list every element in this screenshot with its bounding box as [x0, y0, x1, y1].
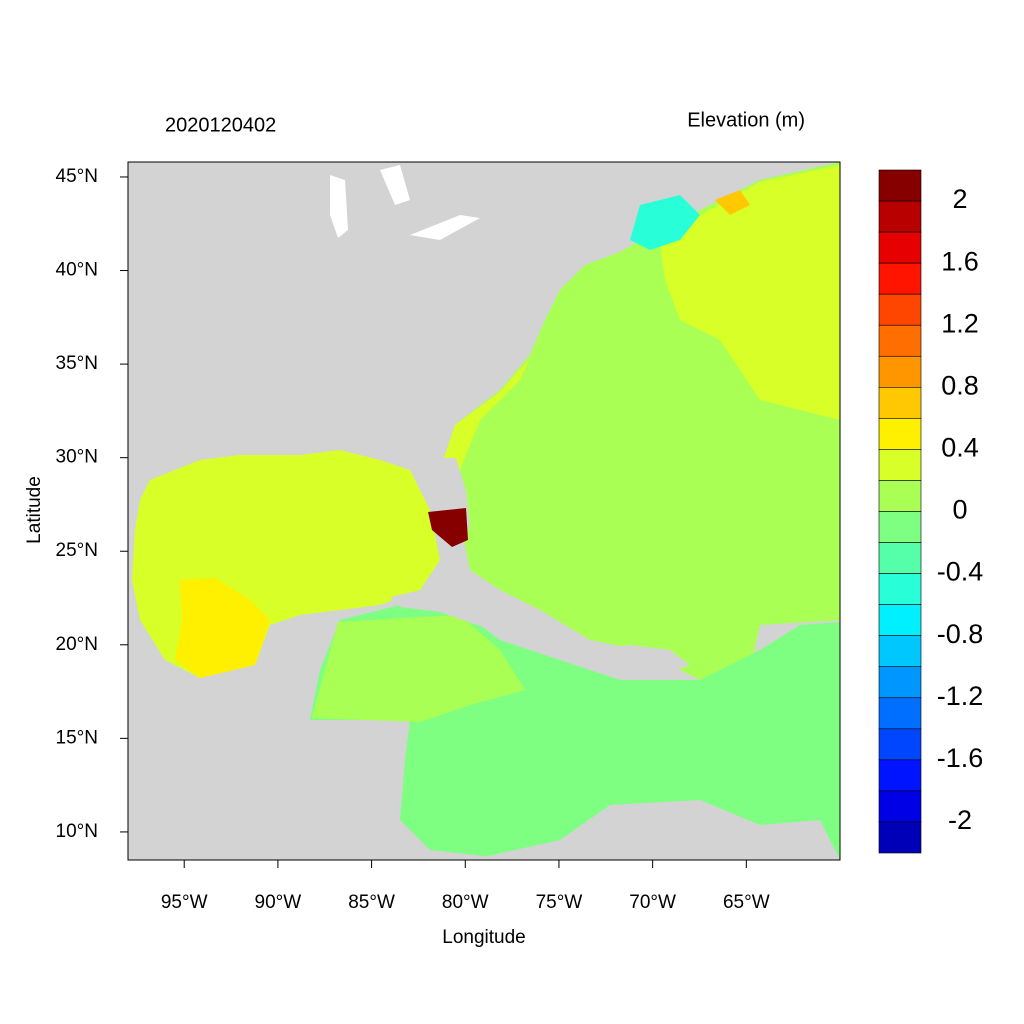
colorbar-box [878, 355, 922, 388]
atlantic-shelf [440, 358, 530, 470]
x-tick-label: 95°W [161, 892, 208, 913]
colorbar-box [878, 604, 922, 636]
y-tick-label: 10°N [56, 821, 98, 842]
colorbar-box [878, 666, 922, 699]
south-america [470, 800, 840, 860]
x-tick-label: 80°W [442, 892, 489, 913]
colorbar-box [878, 542, 922, 574]
x-tick-label: 65°W [723, 892, 770, 913]
colorbar-label: -0.4 [937, 557, 984, 587]
colorbar-box [878, 387, 922, 419]
y-tick-label: 15°N [56, 727, 98, 748]
colorbar-label: -2 [948, 805, 972, 835]
y-tick-label: 30°N [56, 447, 98, 468]
colorbar-box [878, 790, 922, 823]
date-title: 2020120402 [165, 114, 276, 136]
gulf-southwest [175, 578, 270, 678]
colorbar-label: 0.8 [941, 370, 979, 400]
y-tick-label: 20°N [56, 634, 98, 655]
x-tick-label: 90°W [255, 892, 302, 913]
florida-inundation [428, 508, 468, 547]
lake-huron [380, 165, 410, 205]
colorbar-box [878, 449, 922, 481]
colorbar-box [878, 573, 922, 605]
variable-title: Elevation (m) [687, 109, 805, 131]
lake-erie [410, 215, 480, 240]
colorbar-box [878, 511, 922, 543]
map [128, 162, 840, 860]
x-tick-label: 75°W [536, 892, 583, 913]
colorbar-box [878, 418, 922, 450]
lake-michigan [330, 175, 348, 238]
colorbar-label: 0 [952, 495, 967, 525]
cuba [390, 588, 580, 652]
x-axis-label: Longitude [442, 927, 525, 948]
y-tick-label: 35°N [56, 353, 98, 374]
colorbar-label: 1.6 [941, 246, 979, 276]
colorbar-box [878, 821, 922, 854]
plot-frame [127, 161, 841, 861]
colorbar-box [878, 324, 922, 357]
hispaniola [590, 645, 690, 676]
colorbar-label: -1.2 [937, 681, 984, 711]
colorbar-box [878, 697, 922, 730]
caribbean-north [312, 615, 525, 722]
colorbar-label: -1.6 [937, 743, 984, 773]
colorbar-box [878, 759, 922, 792]
y-tick-label: 25°N [56, 540, 98, 561]
gulf-of-maine [630, 195, 700, 250]
colorbar-label: 2 [952, 184, 967, 214]
colorbar-box [878, 231, 922, 264]
colorbar-box [878, 169, 922, 202]
colorbar-box [878, 480, 922, 512]
colorbar-box [878, 262, 922, 295]
y-axis-label: Latitude [24, 476, 45, 544]
colorbar-box [878, 293, 922, 326]
y-tick-label: 45°N [56, 166, 98, 187]
y-tick-label: 40°N [56, 260, 98, 281]
x-tick-label: 70°W [629, 892, 676, 913]
x-tick-label: 85°W [348, 892, 395, 913]
colorbar-box [878, 200, 922, 233]
colorbar-label: 0.4 [941, 433, 979, 463]
colorbar-box [878, 635, 922, 668]
colorbar-box [878, 728, 922, 761]
atlantic-north [660, 165, 840, 420]
colorbar-label: 1.2 [941, 308, 979, 338]
colorbar-label: -0.8 [937, 619, 984, 649]
nova-scotia-coast [715, 190, 750, 215]
